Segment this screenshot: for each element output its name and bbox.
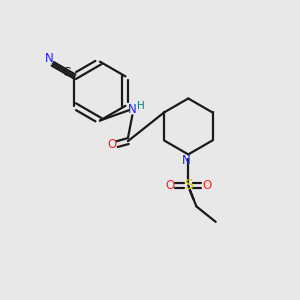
Text: N: N (182, 154, 190, 167)
Text: H: H (137, 101, 145, 111)
Text: N: N (128, 103, 137, 116)
Text: O: O (165, 179, 175, 192)
Text: N: N (45, 52, 54, 65)
Text: C: C (62, 66, 70, 79)
Text: S: S (184, 178, 193, 192)
Text: O: O (202, 179, 211, 192)
Text: O: O (107, 138, 116, 151)
